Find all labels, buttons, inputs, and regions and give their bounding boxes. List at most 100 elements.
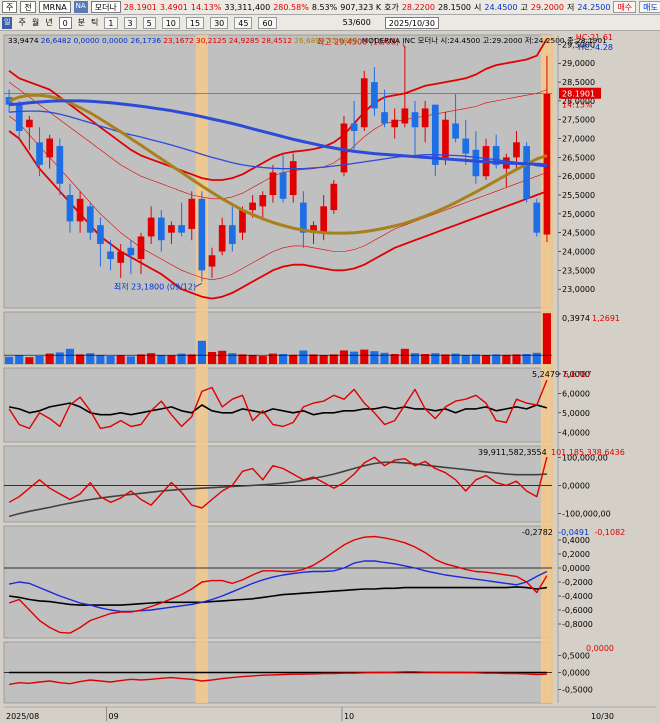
volume-bar	[441, 354, 450, 364]
candle-body	[86, 206, 94, 233]
period-month-button[interactable]: 월	[31, 18, 40, 27]
price-tick-label-9: 25,0000	[562, 210, 595, 219]
interval-5-button[interactable]: 5	[142, 16, 156, 29]
price-tick-label-8: 25,5000	[562, 191, 595, 200]
volume-bar	[289, 354, 298, 364]
legend-value-3: 0,0000	[102, 36, 128, 45]
legend-value-5: 23,1672	[163, 36, 194, 45]
interval-60-button[interactable]: 60	[258, 16, 277, 29]
osc3-tick-label-1: 0,2000	[562, 550, 590, 559]
stock-chart[interactable]: 29,5000 29,0000 28,5000 28,0000 27,5000 27,00…	[0, 31, 660, 723]
osc2-tick-label-2: -100,000,00	[562, 510, 611, 519]
x-axis-label-2: 10	[344, 712, 354, 721]
volume-bar	[187, 354, 196, 364]
last-price-box	[559, 87, 601, 99]
volume-bar	[319, 355, 328, 364]
volume-bar	[451, 353, 460, 364]
daily-badge[interactable]: 일	[2, 16, 13, 29]
date-input[interactable]: 2025/10/30	[384, 16, 439, 29]
chart-area[interactable]: 29,5000 29,0000 28,5000 28,0000 27,5000 27,00…	[0, 31, 660, 723]
volume-bar	[370, 351, 379, 364]
candle-body	[431, 104, 439, 165]
open-value: 24.4500	[484, 2, 518, 12]
last-price-label: 28.1901	[562, 90, 595, 99]
osc1-tick-label-0: 7,0000	[562, 370, 590, 379]
volume-ratio-value: 280.58%	[273, 2, 309, 12]
market-select[interactable]: 주	[2, 1, 18, 13]
symbol-code-input[interactable]: MRNA	[38, 1, 71, 13]
volume-bar	[167, 355, 176, 364]
osc3-series-2	[8, 560, 548, 613]
interval-1-button[interactable]: 1	[104, 16, 118, 29]
bar-counter: 53/600	[342, 18, 371, 27]
legend-value-2: 0,0000	[74, 36, 100, 45]
volume-bar	[502, 354, 511, 364]
period-type-select[interactable]: 전	[20, 1, 36, 13]
volume-bar	[106, 356, 115, 364]
price-tick-label-6: 26,5000	[562, 153, 595, 162]
interval-45-button[interactable]: 45	[234, 16, 253, 29]
osc3-tick-label-3: -0,2000	[562, 578, 593, 587]
candle-body	[492, 146, 500, 165]
envelope-inner-lower-line	[8, 115, 548, 281]
low-annotation: 최저 23,1800 (09/12)	[114, 281, 196, 291]
candle-body	[36, 142, 43, 165]
volume-bar	[268, 353, 277, 364]
candle-body	[371, 82, 378, 109]
candle-body	[472, 149, 480, 177]
volume-bar	[471, 354, 480, 364]
volume-bar	[279, 354, 288, 364]
ask-value: 28.2200	[401, 2, 435, 12]
volume-bar	[390, 354, 399, 364]
period-year-button[interactable]: 년	[45, 18, 53, 27]
candle-body	[76, 198, 84, 222]
volume-bar	[512, 354, 521, 364]
price-tick-label-4: 27,5000	[562, 116, 595, 125]
candle-body	[462, 138, 470, 154]
interval-3-button[interactable]: 3	[123, 16, 137, 29]
price-tick-label-2: 28,5000	[562, 78, 595, 87]
hc-label: HC:21.61	[576, 33, 613, 42]
volume-label-2: 1,2691	[592, 314, 620, 323]
volume-bar	[35, 356, 44, 364]
volume-bar	[218, 350, 227, 364]
volume-bar	[410, 353, 420, 364]
candle-body	[15, 104, 23, 132]
minute-button[interactable]: 분	[77, 18, 86, 27]
sell-button[interactable]: 매도	[639, 1, 660, 13]
osc4-series-2	[8, 671, 547, 686]
interval-15-button[interactable]: 15	[185, 16, 205, 29]
volume-bar	[492, 354, 501, 364]
count-input[interactable]: 0	[58, 16, 72, 29]
candle-body	[228, 225, 236, 244]
legend-value-7: 24,9285	[229, 36, 260, 45]
osc3-label-1: -0,2782	[522, 528, 553, 537]
volume-bar	[207, 352, 217, 364]
volume-bar	[400, 348, 409, 364]
candle-body	[289, 161, 297, 196]
candle-body	[249, 202, 256, 211]
price-tick-label-13: 23,0000	[562, 285, 595, 294]
volume-bar	[258, 356, 267, 364]
lc-label: HC:-4.28	[578, 43, 613, 52]
period-week-button[interactable]: 주	[18, 18, 26, 27]
candle-body	[340, 123, 348, 173]
candle-body	[381, 112, 388, 124]
candle-body	[168, 225, 175, 233]
candle-body	[360, 78, 368, 128]
symbol-name-field[interactable]: 모더나	[90, 1, 121, 13]
volume-bar	[248, 355, 257, 364]
panel-osc1-bg	[3, 367, 553, 443]
price-tick-label-10: 24,5000	[562, 229, 595, 238]
buy-button[interactable]: 매수	[613, 1, 637, 13]
candle-body	[269, 172, 277, 196]
candle-body	[401, 108, 409, 124]
candle-body	[127, 247, 135, 256]
interval-10-button[interactable]: 10	[161, 16, 180, 29]
osc3-tick-label-4: -0,4000	[562, 592, 593, 601]
volume-bar	[228, 353, 237, 364]
price-tick-label-0: 29,5000	[562, 40, 595, 49]
tick-button[interactable]: 틱	[91, 18, 99, 27]
interval-30-button[interactable]: 30	[210, 16, 229, 29]
osc4-tick-label-1: 0,0000	[562, 669, 590, 678]
